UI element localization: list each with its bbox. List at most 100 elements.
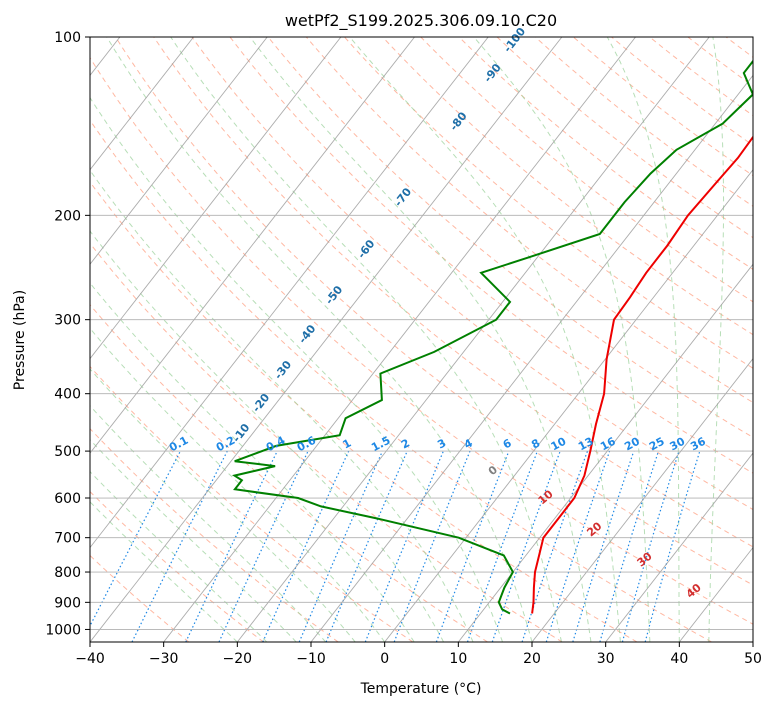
x-tick-label: 10 (449, 651, 467, 667)
dry-adiabat (90, 303, 488, 642)
mixing-ratio-label: 2 (399, 436, 412, 451)
dry-adiabat (90, 56, 753, 625)
adiabat-label: -90 (481, 61, 504, 85)
dry-adiabat (687, 37, 753, 87)
mixing-ratio-line (262, 450, 350, 642)
x-tick-label: 30 (597, 651, 615, 667)
isotherm-line (90, 37, 194, 171)
moist-adiabat (90, 501, 238, 642)
dry-adiabat (153, 37, 753, 548)
y-axis-ticks: 100 200 300 400 500 600 700 800 900 1000 (45, 30, 90, 638)
mixing-ratio-label: 4 (462, 436, 475, 451)
adiabat-label: -60 (355, 237, 378, 261)
y-axis-label: Pressure (hPa) (12, 290, 28, 390)
dry-adiabat (496, 37, 753, 239)
mixing-ratio-line (644, 450, 701, 642)
moist-adiabat (473, 37, 651, 642)
plot-frame (89, 36, 754, 643)
mixing-ratio-label: 25 (647, 435, 667, 454)
grid (90, 37, 753, 642)
moist-adiabat (349, 37, 621, 642)
isotherm-line (90, 37, 563, 642)
x-tick-label: −40 (75, 651, 105, 667)
moist-adiabat-label: 0 (486, 463, 500, 478)
mixing-ratio-line (572, 450, 635, 642)
adiabat-label: -70 (392, 185, 415, 209)
x-tick-label: 50 (744, 651, 762, 667)
mixing-ratio-label: 13 (576, 435, 596, 454)
mixing-ratio-line (325, 450, 408, 642)
x-tick-label: 40 (670, 651, 688, 667)
dry-adiabat (420, 37, 753, 303)
mixing-ratio-line (621, 450, 680, 642)
dry-adiabat (115, 37, 753, 586)
temperature-profile (531, 135, 753, 614)
mixing-ratio-label: 20 (622, 435, 642, 454)
mixing-ratio-label: 16 (598, 435, 618, 454)
profiles (231, 59, 753, 615)
moist-adiabat (249, 37, 592, 642)
mixing-ratio-label: 36 (688, 435, 708, 454)
background-lines (90, 37, 753, 642)
mixing-ratio-line (435, 450, 510, 642)
y-tick-label: 300 (54, 313, 81, 329)
x-tick-label: −10 (296, 651, 326, 667)
x-tick-label: 20 (523, 651, 541, 667)
moist-adiabat (90, 96, 503, 642)
isotherm-line (90, 37, 489, 549)
moist-adiabat (606, 37, 680, 642)
moist-adiabat (90, 405, 327, 642)
dry-adiabat (90, 490, 264, 642)
dry-adiabat (90, 365, 414, 642)
isotherm-line (163, 37, 636, 642)
y-tick-label: 400 (54, 387, 81, 403)
isotherm-line (90, 37, 268, 265)
isotherm-line (90, 37, 415, 454)
mixing-ratio-label: 6 (501, 436, 514, 451)
x-tick-label: −30 (149, 651, 179, 667)
isotherm-line (531, 357, 753, 642)
mixing-ratio-label: 30 (668, 435, 688, 454)
dry-adiabat (90, 427, 339, 642)
y-tick-label: 700 (54, 531, 81, 547)
moist-adiabat (90, 470, 268, 642)
mixing-ratio-line (599, 450, 660, 642)
dry-adiabat (191, 37, 753, 511)
mixing-ratio-line (364, 450, 444, 642)
y-tick-label: 200 (54, 208, 81, 224)
moist-adiabat (708, 37, 725, 642)
adiabat-label: -30 (272, 358, 295, 382)
y-tick-label: 800 (54, 565, 81, 581)
dry-adiabat (534, 37, 753, 207)
isotherm-line (384, 169, 753, 642)
moist-adiabat-label: 40 (684, 581, 704, 601)
dewpoint-profile (231, 59, 753, 615)
moist-adiabat (90, 282, 415, 642)
isotherm-line (605, 452, 753, 642)
x-tick-label: −20 (223, 651, 253, 667)
moist-adiabat (90, 169, 474, 642)
mixing-ratio-label: 3 (435, 436, 448, 451)
moist-adiabat (90, 327, 386, 642)
mixing-ratio-line (131, 450, 228, 642)
dry-adiabat (573, 37, 753, 177)
mixing-ratio-line (185, 450, 278, 642)
mixing-ratio-line (298, 450, 384, 642)
moist-adiabat (90, 368, 356, 642)
mixing-ratio-line (466, 450, 538, 642)
dry-adiabat (344, 37, 753, 369)
x-tick-label: 0 (380, 651, 389, 667)
dry-adiabat (90, 242, 563, 642)
y-tick-label: 900 (54, 595, 81, 611)
y-tick-label: 600 (54, 491, 81, 507)
chart-title: wetPf2_S199.2025.306.09.10.C20 (285, 11, 557, 31)
isotherm-line (752, 641, 753, 642)
mixing-ratio-label: 10 (549, 435, 569, 454)
mixing-ratio-line (491, 450, 561, 642)
mixing-ratio-line (218, 450, 309, 642)
adiabat-label: -40 (296, 322, 319, 346)
adiabat-label: -50 (323, 283, 346, 307)
moist-adiabat (106, 37, 533, 642)
isotherm-line (236, 37, 710, 642)
